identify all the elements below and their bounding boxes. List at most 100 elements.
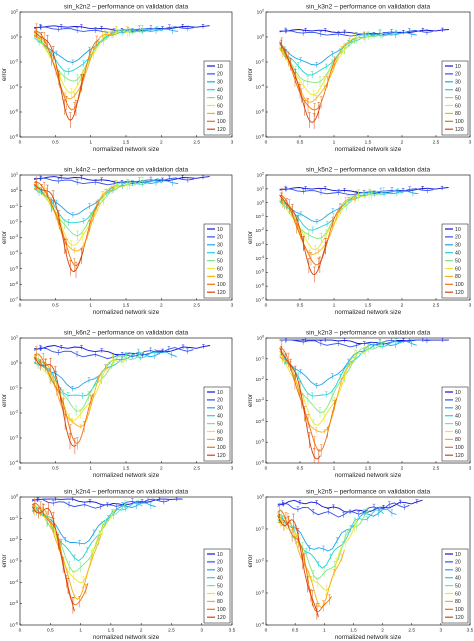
x-tick-label: 0 (265, 466, 268, 472)
y-tick-label: 10-1 (255, 355, 264, 362)
y-tick-label: 10-1 (9, 385, 18, 392)
series-line (33, 351, 161, 397)
y-tick-label: 10-7 (9, 297, 18, 304)
y-tick-label: 100 (11, 187, 18, 194)
series-line (277, 508, 397, 552)
y-tick-label: 10-5 (255, 439, 264, 446)
x-tick-label: 1.5 (365, 140, 372, 146)
legend-label: 10 (217, 552, 223, 558)
y-tick-label: 10-7 (255, 297, 264, 304)
x-tick-label: 2 (160, 140, 163, 146)
y-tick-label: 10-3 (9, 435, 18, 442)
x-tick-label: 1 (79, 628, 82, 634)
y-tick-label: 10-4 (255, 84, 264, 91)
x-tick-label: 0.5 (297, 303, 304, 309)
x-tick-label: 0 (265, 628, 268, 634)
y-tick-label: 100 (257, 34, 264, 41)
x-tick-label: 2.5 (193, 466, 200, 472)
legend-label: 80 (217, 437, 223, 443)
chart-title: sin_k3n2 – performance on validation dat… (306, 4, 431, 11)
y-tick-label: 10-6 (9, 622, 18, 629)
legend-label: 20 (217, 560, 223, 566)
x-tick-label: 0 (265, 140, 268, 146)
x-tick-label: 3 (200, 628, 203, 634)
x-tick-label: 3 (231, 303, 234, 309)
y-tick-label: 10-1 (255, 526, 264, 533)
x-tick-label: 2 (140, 628, 143, 634)
legend-label: 100 (455, 282, 464, 288)
y-tick-label: 10-6 (9, 281, 18, 288)
legend-label: 80 (217, 274, 223, 280)
y-tick-label: 102 (257, 172, 264, 179)
y-tick-label: 100 (257, 335, 264, 342)
y-axis-label: error (247, 231, 254, 244)
chart-title: sin_k2n2 – performance on validation dat… (64, 4, 189, 11)
x-axis-label: normalized network size (335, 309, 402, 316)
legend-label: 20 (217, 235, 223, 241)
y-tick-label: 101 (257, 185, 264, 192)
x-tick-label: 2 (160, 303, 163, 309)
legend-label: 20 (455, 235, 461, 241)
legend-label: 10 (455, 64, 461, 70)
legend-label: 20 (455, 72, 461, 78)
x-tick-label: 3 (469, 140, 472, 146)
x-tick-label: 2.5 (408, 628, 415, 634)
legend-label: 50 (217, 421, 223, 427)
y-tick-label: 10-4 (9, 250, 18, 257)
y-tick-label: 10-2 (9, 536, 18, 543)
y-tick-label: 10-1 (9, 203, 18, 210)
x-tick-label: 2.5 (168, 628, 175, 634)
x-tick-label: 1 (89, 466, 92, 472)
legend-label: 20 (217, 398, 223, 404)
chart-panel-3: sin_k4n2 – performance on validation dat… (1, 167, 234, 317)
x-tick-label: 0.5 (292, 628, 299, 634)
y-tick-label: 10-1 (255, 213, 264, 220)
x-tick-label: 1 (333, 466, 336, 472)
legend-label: 120 (455, 290, 464, 296)
x-tick-label: 3 (231, 466, 234, 472)
legend-label: 20 (455, 560, 461, 566)
series-line (33, 180, 179, 216)
x-axis-label: normalized network size (93, 472, 160, 479)
series-line (32, 507, 102, 601)
y-axis-label: error (247, 554, 254, 567)
legend-label: 40 (455, 88, 461, 94)
legend-label: 50 (455, 258, 461, 264)
chart-title: sin_k4n2 – performance on validation dat… (64, 167, 189, 174)
y-tick-label: 100 (11, 360, 18, 367)
chart-title: sin_k6n2 – performance on validation dat… (64, 330, 189, 337)
y-axis-label: error (247, 394, 254, 407)
x-tick-label: 1.5 (123, 466, 130, 472)
chart-panel-4: sin_k5n2 – performance on validation dat… (247, 167, 472, 317)
chart-panel-6: sin_k2n3 – performance on validation dat… (247, 330, 472, 480)
legend-label: 80 (217, 599, 223, 605)
chart-panel-1: sin_k2n2 – performance on validation dat… (1, 4, 234, 154)
legend-label: 100 (217, 445, 226, 451)
x-tick-label: 0 (19, 628, 22, 634)
x-tick-label: 1 (323, 628, 326, 634)
y-axis-label: error (1, 231, 8, 244)
legend-label: 20 (217, 72, 223, 78)
x-tick-label: 1 (333, 303, 336, 309)
y-tick-label: 10-8 (255, 134, 264, 141)
legend-label: 40 (455, 414, 461, 420)
y-tick-label: 10-2 (9, 218, 18, 225)
legend-label: 50 (217, 583, 223, 589)
legend-label: 40 (455, 251, 461, 257)
x-tick-label: 3 (440, 628, 443, 634)
legend-label: 40 (217, 88, 223, 94)
legend-label: 80 (455, 111, 461, 117)
series-line (34, 361, 110, 428)
legend-label: 30 (455, 568, 461, 574)
legend-label: 30 (455, 80, 461, 86)
legend-label: 120 (217, 127, 226, 133)
y-tick-label: 10-4 (9, 579, 18, 586)
legend-label: 80 (455, 274, 461, 280)
legend-label: 20 (455, 398, 461, 404)
x-tick-label: 2.5 (433, 466, 440, 472)
x-axis-label: normalized network size (335, 472, 402, 479)
x-tick-label: 2.5 (433, 140, 440, 146)
